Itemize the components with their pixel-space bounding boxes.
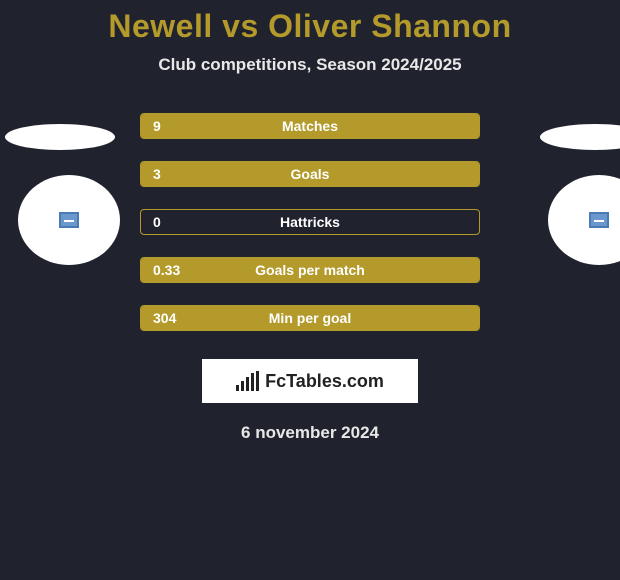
stat-label: Matches [282, 118, 338, 134]
footer-date: 6 november 2024 [0, 423, 620, 443]
stat-label: Min per goal [269, 310, 351, 326]
logo-bars-icon [236, 371, 259, 391]
logo-bar [256, 371, 259, 391]
logo-bar [241, 381, 244, 391]
stat-row: 9 Matches [140, 113, 480, 139]
stat-value: 304 [153, 310, 203, 326]
logo-text: FcTables.com [265, 371, 384, 392]
stat-label: Goals [291, 166, 330, 182]
stat-value: 3 [153, 166, 203, 182]
logo-bar [236, 385, 239, 391]
stat-row: 0 Hattricks [140, 209, 480, 235]
stat-row: 304 Min per goal [140, 305, 480, 331]
page-title: Newell vs Oliver Shannon [0, 0, 620, 45]
stats-container: 9 Matches 3 Goals 0 Hattricks 0.33 Goals per ma… [0, 113, 620, 331]
logo-bar [251, 373, 254, 391]
stat-row: 3 Goals [140, 161, 480, 187]
stat-value: 0.33 [153, 262, 203, 278]
stat-value: 9 [153, 118, 203, 134]
stat-label: Goals per match [255, 262, 365, 278]
logo-bar [246, 377, 249, 391]
stat-value: 0 [153, 214, 203, 230]
page-subtitle: Club competitions, Season 2024/2025 [0, 55, 620, 75]
site-logo: FcTables.com [202, 359, 418, 403]
stat-label: Hattricks [280, 214, 340, 230]
stat-row: 0.33 Goals per match [140, 257, 480, 283]
